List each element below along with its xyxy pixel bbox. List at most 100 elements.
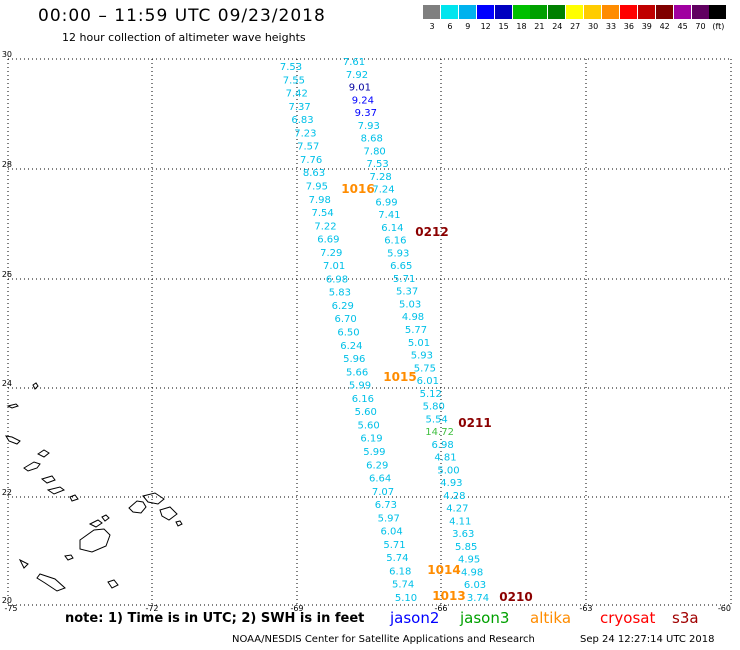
wave-height-label: 5.00 [437,465,459,476]
map-subtitle: 12 hour collection of altimeter wave hei… [62,31,306,44]
x-tick-label: -63 [579,604,592,613]
legend-swatch [512,5,530,19]
wave-height-label: 7.80 [364,146,386,157]
island-hispaniola [79,528,111,553]
wave-height-label: 5.03 [399,299,421,310]
legend-label: 9 [465,22,471,31]
legend-label: 3 [429,22,435,31]
legend-label: 12 [480,22,491,31]
y-tick-label: 20 [2,596,12,605]
island-fragment [40,475,56,484]
y-tick-label: 30 [2,50,12,59]
wave-height-label: 9.37 [355,108,377,119]
footer-credit: NOAA/NESDIS Center for Satellite Applica… [232,634,535,645]
legend-swatch [673,5,691,19]
wave-height-label: 5.66 [346,367,368,378]
wave-height-label: 6.14 [381,223,403,234]
legend-label: 21 [534,22,545,31]
pass-time-label: 0212 [415,225,448,239]
legend-swatch [655,5,673,19]
wave-height-label: 8.63 [303,168,325,179]
wave-height-label: 7.53 [280,62,302,73]
pass-time-label: 0210 [499,590,532,604]
wave-height-label: 7.55 [283,75,305,86]
wave-height-label: 5.71 [393,274,415,285]
wave-height-label: 7.07 [372,487,394,498]
wave-height-label: 5.60 [355,407,377,418]
legend-label: 39 [641,22,652,31]
island-fragment [6,403,19,409]
legend-swatch [530,5,548,19]
wave-height-label: 5.74 [392,580,414,591]
island-fragment [175,520,183,527]
island-fragment [159,506,178,521]
wave-height-label: 4.28 [443,491,465,502]
legend-label: 36 [623,22,634,31]
island-fragment [23,461,41,472]
y-tick-label: 28 [2,160,12,169]
island-fragment [128,500,147,514]
wave-height-label: 7.76 [300,155,322,166]
island-fragment [107,579,119,589]
legend-label: 18 [516,22,527,31]
island-bermuda [32,382,39,390]
legend-swatch [637,5,655,19]
island-fragment [5,435,21,445]
legend-swatch [458,5,476,19]
wave-height-label: 7.61 [343,57,365,68]
wave-height-label: 5.74 [386,553,408,564]
island-fragment [18,558,29,569]
legend-swatch [691,5,709,19]
pass-time-label: 0211 [458,416,491,430]
island-fragment [37,449,50,458]
wave-height-label: 3.74 [467,593,489,604]
satellite-jason2: jason2 [390,609,440,627]
legend-swatch [494,5,512,19]
wave-height-label: 3.63 [452,529,474,540]
y-tick-label: 22 [2,488,12,497]
wave-height-label: 5.85 [455,542,477,553]
island-fragment [101,514,110,522]
footer-note: note: 1) Time is in UTC; 2) SWH is in fe… [65,611,365,626]
wave-height-label: 9.01 [349,83,371,94]
wave-height-label: 6.99 [375,197,397,208]
wave-height-label: 7.37 [288,102,310,113]
legend-label: 33 [605,22,617,31]
wave-height-label: 5.80 [423,402,445,413]
legend-label: (ft) [712,22,725,31]
wave-height-label: 6.19 [360,434,382,445]
wave-height-label: 7.53 [366,159,388,170]
footer-timestamp: Sep 24 12:27:14 UTC 2018 [580,634,715,645]
wave-height-label: 5.97 [378,513,400,524]
wave-height-label: 5.10 [395,593,417,604]
pass-time-label: 1016 [341,182,374,196]
wave-height-label: 7.41 [378,210,400,221]
wave-height-label: 5.12 [420,389,442,400]
wave-height-label: 6.64 [369,474,391,485]
y-tick-label: 26 [2,270,12,279]
wave-height-label: 4.95 [458,555,480,566]
wave-height-label: 6.69 [317,235,339,246]
wave-height-label: 6.98 [431,440,453,451]
legend-label: 30 [588,22,599,31]
wave-height-label: 6.73 [375,500,397,511]
wave-height-label: 6.04 [380,527,402,538]
wave-height-label: 6.03 [464,580,486,591]
wave-height-label: 6.65 [390,261,412,272]
y-tick-label: 24 [2,379,12,388]
wave-height-label: 6.16 [352,394,374,405]
wave-height-label: 4.93 [440,478,462,489]
wave-height-label: 5.37 [396,287,418,298]
wave-height-label: 6.83 [291,115,313,126]
legend-label: 15 [498,22,509,31]
legend-label: 6 [447,22,453,31]
wave-height-label: 6.98 [326,274,348,285]
wave-height-labels: 7.53 7.55 7.42 7.37 6.83 7.23 7.57 7.76 8.63 7.95… [280,57,533,604]
wave-height-label: 7.28 [369,172,391,183]
legend-swatch [548,5,566,19]
wave-height-label: 5.96 [343,354,365,365]
wave-height-label: 6.29 [366,460,388,471]
wave-height-label: 7.29 [320,248,342,259]
wave-height-label: 5.83 [329,288,351,299]
